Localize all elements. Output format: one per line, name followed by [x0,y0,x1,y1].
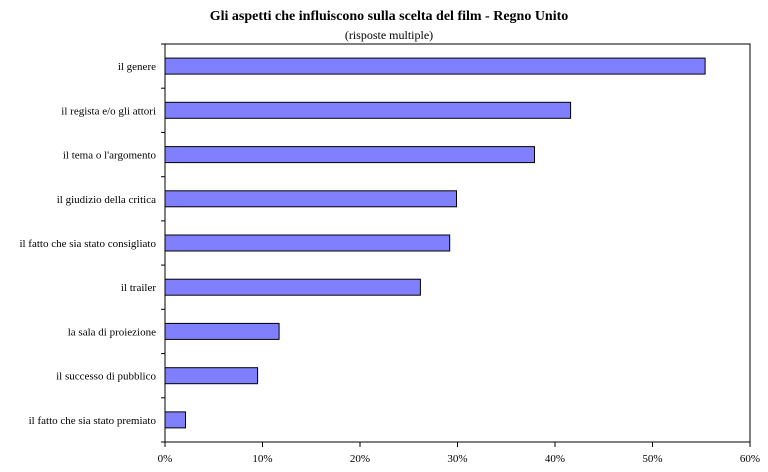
category-label: la sala di proiezione [68,326,156,338]
category-label: il genere [118,61,156,73]
category-label: il successo di pubblico [56,371,156,383]
bar [164,278,421,296]
x-tick-label: 30% [447,453,467,465]
category-label: il regista e/o gli attori [61,105,156,117]
x-tick-label: 60% [740,453,760,465]
x-tick-label: 0% [158,453,173,465]
category-label: il fatto che sia stato premiato [29,415,157,427]
category-label: il tema o l'argomento [63,150,157,162]
x-tick-label: 10% [252,453,272,465]
bar [164,367,259,385]
chart-title: Gli aspetti che influiscono sulla scelta… [210,9,569,24]
bar [164,234,451,252]
x-tick-label: 50% [642,453,662,465]
chart-subtitle: (risposte multiple) [345,28,433,42]
bar [164,190,457,208]
bar [164,146,535,164]
category-label: il fatto che sia stato consigliato [19,238,156,250]
bar [164,411,186,429]
bar [164,101,572,119]
bar [164,57,706,75]
category-label: il trailer [121,282,156,294]
x-tick-label: 40% [545,453,565,465]
bar [164,322,280,340]
category-label: il giudizio della critica [57,194,156,206]
x-tick-label: 20% [350,453,370,465]
